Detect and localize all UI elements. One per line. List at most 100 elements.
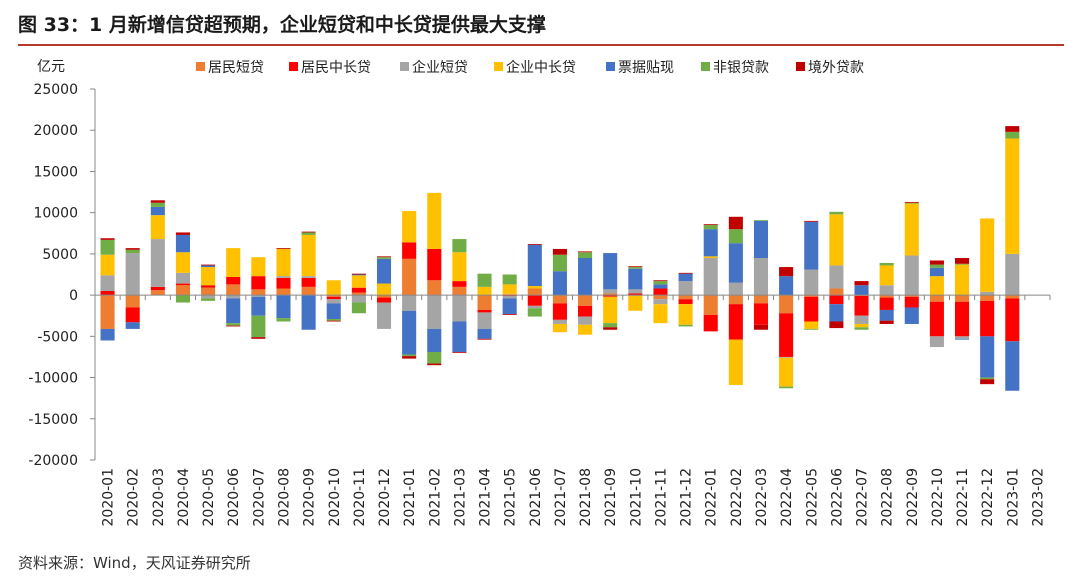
- bar-segment: [527, 243, 542, 245]
- bar-segment: [376, 257, 392, 259]
- source-note: 资料来源：Wind，天风证券研究所: [18, 554, 251, 572]
- bar-segment: [829, 265, 844, 289]
- bar-segment: [578, 316, 593, 325]
- bar-segment: [753, 258, 769, 296]
- bar-segment: [376, 256, 392, 258]
- x-tick-label: 2022-09: [905, 468, 921, 527]
- bar-segment: [955, 301, 970, 337]
- x-tick-label: 2023-01: [1005, 468, 1021, 527]
- legend-swatch: [196, 62, 205, 71]
- x-tick-label: 2022-08: [880, 468, 896, 527]
- bar-segment: [929, 267, 944, 277]
- bar-segment: [980, 300, 995, 337]
- y-tick-label: -10000: [28, 371, 78, 387]
- bar-segment: [376, 258, 392, 284]
- bar-segment: [452, 321, 467, 352]
- bar-segment: [301, 234, 316, 277]
- bar-segment: [980, 336, 995, 378]
- bar-segment: [628, 267, 643, 269]
- bar-segment: [427, 328, 442, 352]
- bar-segment: [351, 292, 366, 296]
- bar-segment: [301, 277, 316, 287]
- bar-segment: [728, 216, 743, 230]
- x-tick-label: 2020-09: [302, 468, 318, 527]
- bar-segment: [628, 266, 643, 268]
- bar-segment: [955, 338, 970, 340]
- bar-segment: [301, 295, 316, 330]
- legend-label: 境外贷款: [808, 60, 864, 76]
- bar-segment: [703, 314, 718, 332]
- bar-segment: [678, 299, 693, 305]
- bar-segment: [603, 296, 618, 324]
- bar-segment: [980, 291, 995, 296]
- bar-segment: [904, 255, 919, 296]
- bar-segment: [427, 192, 442, 249]
- bar-segment: [175, 283, 190, 286]
- bar-segment: [226, 284, 241, 296]
- y-tick-label: 25000: [33, 82, 78, 98]
- bar-segment: [603, 289, 618, 294]
- bar-segment: [904, 201, 919, 203]
- x-tick-label: 2020-12: [377, 468, 393, 527]
- y-tick-label: -15000: [28, 412, 78, 428]
- bar-segment: [502, 314, 517, 315]
- bar-segment: [100, 239, 115, 255]
- bar-segment: [452, 252, 467, 282]
- bar-segment: [728, 295, 743, 305]
- bar-segment: [603, 293, 618, 296]
- x-tick-label: 2023-02: [1030, 468, 1046, 527]
- bar-segment: [100, 275, 115, 291]
- bar-segment: [276, 276, 291, 278]
- bar-segment: [201, 287, 216, 296]
- bar-segment: [678, 281, 693, 296]
- bar-segment: [402, 354, 417, 357]
- bar-segment: [402, 242, 417, 259]
- legend-label: 居民短贷: [208, 60, 264, 76]
- bar-segment: [251, 257, 266, 277]
- bar-segment: [703, 224, 718, 226]
- bar-segment: [678, 273, 693, 282]
- bar-segment: [226, 248, 241, 277]
- bar-segment: [351, 275, 366, 288]
- bar-segment: [251, 289, 266, 296]
- bar-segment: [578, 251, 593, 253]
- bar-segment: [226, 298, 241, 324]
- bar-segment: [477, 273, 492, 287]
- x-tick-label: 2021-11: [653, 468, 669, 527]
- bar-segment: [552, 303, 567, 320]
- bar-segment: [502, 295, 517, 299]
- bar-segment: [603, 295, 618, 297]
- bar-segment: [854, 323, 869, 328]
- legend-swatch: [796, 62, 805, 71]
- bar-segment: [427, 295, 442, 329]
- bar-segment: [804, 328, 819, 330]
- bar-segment: [829, 211, 844, 215]
- bar-segment: [753, 303, 769, 325]
- bar-segment: [502, 274, 517, 285]
- bar-segment: [477, 295, 492, 310]
- legend-swatch: [606, 62, 615, 71]
- bar-segment: [703, 295, 718, 315]
- bar-segment: [376, 297, 392, 303]
- bar-segment: [276, 277, 291, 289]
- bar-segment: [879, 265, 894, 286]
- bar-segment: [628, 268, 643, 290]
- bar-segment: [904, 296, 919, 308]
- bar-segment: [904, 295, 919, 297]
- bar-segment: [276, 288, 291, 296]
- bar-segment: [175, 295, 190, 303]
- bar-segment: [804, 269, 819, 296]
- x-tick-label: 2022-07: [855, 468, 871, 527]
- bar-segment: [1005, 253, 1020, 296]
- bar-segment: [779, 295, 794, 314]
- x-tick-label: 2020-11: [352, 468, 368, 527]
- bar-segment: [351, 273, 366, 275]
- bar-segment: [779, 356, 794, 358]
- bar-segment: [829, 304, 844, 322]
- x-tick-label: 2020-03: [151, 468, 167, 527]
- bar-segment: [477, 312, 492, 329]
- x-tick-label: 2021-07: [553, 468, 569, 527]
- legend-swatch: [494, 62, 503, 71]
- bar-segment: [502, 284, 517, 295]
- bar-segment: [728, 243, 743, 283]
